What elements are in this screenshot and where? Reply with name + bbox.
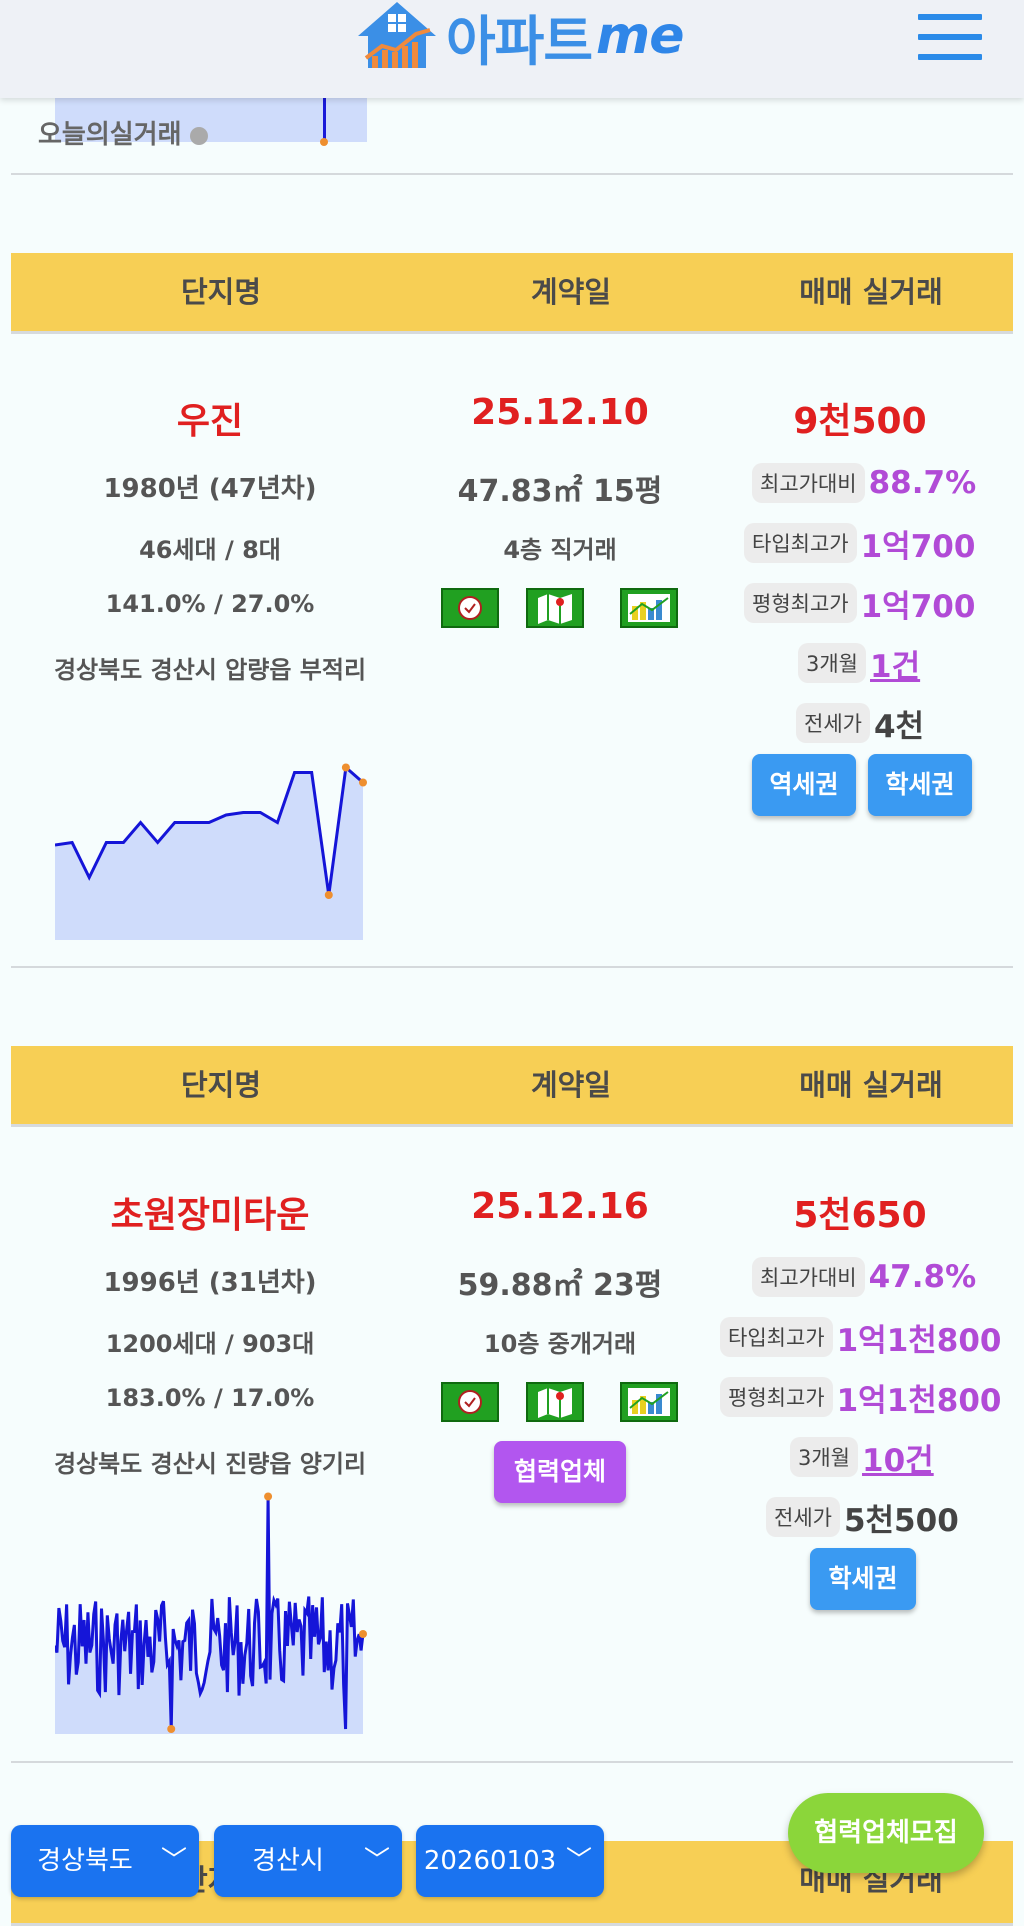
pyeong-max-price: 평형최고가 1억700 xyxy=(744,581,975,625)
divider xyxy=(11,173,1013,175)
trend-point xyxy=(264,1492,273,1501)
app-header: 아파트 me xyxy=(0,0,1024,98)
bar-chart-icon[interactable] xyxy=(620,588,678,628)
map-icon[interactable] xyxy=(526,588,584,628)
stat-value: 88.7% xyxy=(868,465,977,501)
header-contract-date: 계약일 xyxy=(530,275,612,309)
jeonse-price: 전세가 5천500 xyxy=(766,1495,959,1539)
city-select[interactable]: 경산시 ﹀ xyxy=(214,1825,402,1897)
area-size: 47.83㎡ 15평 xyxy=(457,474,663,509)
floor-area-ratio: 183.0% / 17.0% xyxy=(105,1384,315,1412)
previous-trend-line xyxy=(323,98,326,142)
trend-area xyxy=(55,767,363,940)
trend-area xyxy=(55,1496,363,1734)
header-contract-date: 계약일 xyxy=(530,1068,612,1102)
header-complex-name: 단지명 xyxy=(180,275,262,309)
stat-label: 전세가 xyxy=(766,1497,840,1537)
trend-line xyxy=(55,764,364,896)
stat-label: 타입최고가 xyxy=(720,1317,833,1357)
today-trades-label: 오늘의실거래 xyxy=(38,114,208,151)
trend-point xyxy=(324,891,333,899)
stat-value: 1억700 xyxy=(860,528,976,565)
previous-trend-chart xyxy=(55,98,367,142)
bar-chart-icon[interactable] xyxy=(620,1382,678,1422)
status-dot-icon xyxy=(189,126,208,145)
built-year: 1996년 (31년차) xyxy=(103,1268,317,1298)
complex-name[interactable]: 초원장미타운 xyxy=(110,1195,310,1236)
trend-point xyxy=(359,778,367,787)
school-area-button[interactable]: 학세권 xyxy=(810,1548,916,1610)
stat-value: 47.8% xyxy=(868,1259,977,1295)
trend-point xyxy=(341,763,350,772)
three-month-trades[interactable]: 3개월 1건 xyxy=(798,641,920,685)
contract-date: 25.12.16 xyxy=(471,1186,649,1227)
header-trade-price: 매매 실거래 xyxy=(799,275,943,309)
partner-recruit-button[interactable]: 협력업체모집 xyxy=(788,1793,984,1873)
pyeong-max-price: 평형최고가 1억1천800 xyxy=(720,1375,1002,1419)
header-complex-name: 단지명 xyxy=(180,1068,262,1102)
complex-name[interactable]: 우진 xyxy=(176,401,244,442)
divider xyxy=(11,1761,1013,1763)
stat-value: 1억1천800 xyxy=(836,1322,1002,1359)
household-count: 1200세대 / 903대 xyxy=(105,1330,315,1358)
max-price-ratio: 최고가대비 47.8% xyxy=(752,1255,976,1299)
logo-me: me xyxy=(596,6,684,66)
trend-line xyxy=(55,1496,365,1730)
household-count: 46세대 / 8대 xyxy=(139,536,281,564)
address: 경상북도 경산시 진량읍 양기리 xyxy=(53,1450,367,1478)
type-max-price: 타입최고가 1억700 xyxy=(744,521,975,565)
clock-icon[interactable] xyxy=(441,1382,499,1422)
date-select[interactable]: 20260103 ﹀ xyxy=(416,1825,604,1897)
contract-date: 25.12.10 xyxy=(471,392,649,433)
partner-button[interactable]: 협력업체 xyxy=(494,1441,626,1503)
house-chart-icon xyxy=(358,2,436,68)
trade-count-link[interactable]: 10건 xyxy=(862,1442,934,1479)
trade-price: 5천650 xyxy=(793,1195,927,1236)
type-max-price: 타입최고가 1억1천800 xyxy=(720,1315,1002,1359)
map-icon[interactable] xyxy=(526,1382,584,1422)
floor-area-ratio: 141.0% / 27.0% xyxy=(105,590,315,618)
chevron-down-icon: ﹀ xyxy=(160,1846,187,1876)
address: 경상북도 경산시 압량읍 부적리 xyxy=(53,656,367,684)
trend-point xyxy=(359,1630,367,1638)
stat-value: 1억700 xyxy=(860,588,976,625)
three-month-trades[interactable]: 3개월 10건 xyxy=(790,1435,934,1479)
price-trend-chart xyxy=(55,1492,367,1734)
table-header: 단지명 계약일 매매 실거래 xyxy=(11,253,1013,334)
region-select[interactable]: 경상북도 ﹀ xyxy=(11,1825,199,1897)
stat-value: 1억1천800 xyxy=(836,1382,1002,1419)
trade-count-link[interactable]: 1건 xyxy=(870,648,921,685)
stat-label: 평형최고가 xyxy=(720,1377,833,1417)
logo-text: 아파트 xyxy=(446,9,593,73)
stat-value: 4천 xyxy=(873,708,925,745)
trend-point xyxy=(167,1725,176,1733)
stat-label: 최고가대비 xyxy=(752,1257,865,1297)
trade-price: 9천500 xyxy=(793,401,927,442)
divider xyxy=(11,966,1013,968)
clock-icon[interactable] xyxy=(441,588,499,628)
stat-value: 5천500 xyxy=(843,1502,959,1539)
max-price-ratio: 최고가대비 88.7% xyxy=(752,461,976,505)
header-trade-price: 매매 실거래 xyxy=(799,1068,943,1102)
area-size: 59.88㎡ 23평 xyxy=(457,1268,663,1303)
floor-trade-type: 10층 중개거래 xyxy=(483,1330,637,1358)
app-logo[interactable]: 아파트 me xyxy=(352,0,685,73)
table-header: 단지명 계약일 매매 실거래 xyxy=(11,1046,1013,1127)
built-year: 1980년 (47년차) xyxy=(103,474,317,504)
menu-icon[interactable] xyxy=(918,14,982,60)
stat-label: 최고가대비 xyxy=(752,463,865,503)
stat-label: 타입최고가 xyxy=(744,523,857,563)
jeonse-price: 전세가 4천 xyxy=(796,701,924,745)
price-trend-chart xyxy=(55,763,367,940)
floor-trade-type: 4층 직거래 xyxy=(503,536,617,564)
school-area-button[interactable]: 학세권 xyxy=(868,754,972,816)
chevron-down-icon: ﹀ xyxy=(565,1846,592,1876)
previous-trend-point xyxy=(320,138,328,146)
stat-label: 3개월 xyxy=(790,1437,859,1477)
stat-label: 3개월 xyxy=(798,643,867,683)
chevron-down-icon: ﹀ xyxy=(363,1846,390,1876)
stat-label: 전세가 xyxy=(796,703,870,743)
stat-label: 평형최고가 xyxy=(744,583,857,623)
station-area-button[interactable]: 역세권 xyxy=(752,754,856,816)
